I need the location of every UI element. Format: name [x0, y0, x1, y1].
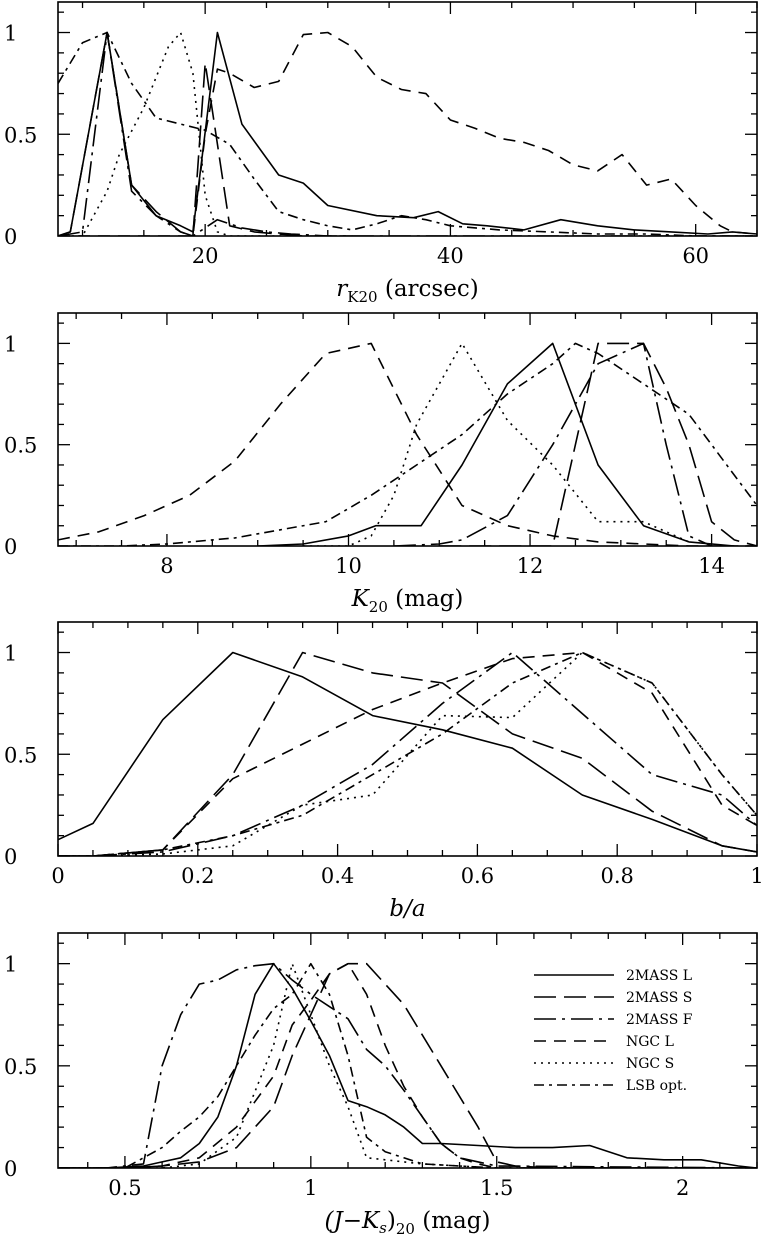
x-axis-label-subscript: s [379, 1219, 387, 1237]
x-axis-label: (J−Ks)20 (mag) [325, 1208, 491, 1237]
legend: 2MASS L 2MASS S 2MASS F NGC L NGC S LSB opt. [534, 968, 693, 1094]
y-tick-label: 1 [4, 953, 17, 977]
series-line [58, 342, 757, 546]
legend-label: 2MASS L [626, 968, 692, 984]
x-tick-label: 8 [160, 554, 173, 578]
y-tick-label: 1 [4, 332, 17, 356]
x-tick-label: 1 [750, 864, 763, 888]
x-tick-label: 14 [698, 554, 725, 578]
x-axis-label-unit: (mag) [388, 586, 464, 612]
legend-label: NGC L [626, 1034, 674, 1050]
y-tick-label: 0.5 [4, 743, 37, 767]
plot-frame [57, 312, 758, 547]
panel-3: 0 0.2 0.4 0.6 0.8 1 0 0.5 1 b/a [4, 621, 764, 922]
x-axis-label-subscript: K20 [347, 288, 377, 306]
x-tick-label: 0.8 [600, 864, 633, 888]
series-line [58, 31, 757, 236]
x-axis-label: K20 (mag) [351, 586, 464, 616]
series-line [303, 342, 690, 546]
x-axis-label-main: b/a [389, 896, 425, 922]
x-tick-label: 1.5 [480, 1176, 513, 1200]
y-tick-label: 0.5 [4, 1055, 37, 1079]
plot-frame [57, 621, 758, 857]
series-line [58, 342, 757, 546]
series-line [257, 342, 735, 546]
panel-2: 8 10 12 14 0 0.5 1 K20 (mag) [4, 312, 758, 616]
series-line [58, 962, 757, 1168]
x-axis-label: b/a [389, 896, 425, 922]
y-tick-label: 0.5 [4, 123, 37, 147]
x-axis-label-main: r [336, 276, 349, 302]
y-tick-label: 0 [4, 845, 17, 869]
legend-label: 2MASS F [626, 1012, 693, 1028]
x-axis-label-main: (J−K [325, 1208, 381, 1234]
legend-label: 2MASS S [626, 990, 692, 1006]
series-line [58, 31, 757, 236]
x-tick-label: 60 [682, 244, 709, 268]
series-line [58, 962, 757, 1168]
x-axis-label-main: K [351, 586, 371, 612]
x-tick-label: 12 [517, 554, 544, 578]
y-tick-label: 0 [4, 1157, 17, 1181]
x-tick-label: 0 [51, 864, 64, 888]
x-axis-label-unit: (arcsec) [378, 276, 479, 302]
y-tick-label: 0 [4, 225, 17, 249]
x-tick-label: 0.5 [108, 1176, 141, 1200]
series-line [58, 651, 757, 853]
y-tick-label: 0.5 [4, 434, 37, 458]
x-tick-label: 0.4 [321, 864, 354, 888]
panel-4: 0.5 1 1.5 200.51(J−Ks)20 (mag)2MASS L2MASS … [4, 932, 758, 1237]
series-line [58, 962, 757, 1168]
series-line [58, 651, 757, 856]
x-tick-label: 0.6 [461, 864, 494, 888]
y-tick-label: 1 [4, 22, 17, 46]
plot-frame [57, 1, 758, 237]
series-line [58, 962, 757, 1168]
x-axis-label-paren: ) [387, 1208, 396, 1234]
y-tick-label: 1 [4, 642, 17, 666]
plot-frame [57, 932, 758, 1169]
x-tick-label: 2 [676, 1176, 689, 1200]
x-axis-label-unit: (mag) [415, 1208, 491, 1234]
series-line [58, 31, 757, 236]
legend-label: NGC S [626, 1056, 674, 1072]
legend-label: LSB opt. [626, 1078, 687, 1094]
x-tick-label: 0.2 [181, 864, 214, 888]
x-tick-label: 40 [437, 244, 464, 268]
x-tick-label: 1 [304, 1176, 317, 1200]
x-axis-label-subscript: 20 [396, 1220, 415, 1237]
y-tick-label: 0 [4, 535, 17, 559]
series-line [58, 651, 757, 856]
series-line [393, 342, 712, 546]
series-line [439, 342, 757, 546]
series-line [58, 651, 757, 856]
x-tick-label: 20 [192, 244, 219, 268]
x-axis-label-subscript: 20 [369, 598, 388, 616]
series-line [58, 31, 757, 236]
x-tick-label: 10 [335, 554, 362, 578]
panel-1: 20 40 60 0 0.5 1 rK20 (arcsec) [4, 1, 758, 306]
x-axis-label: rK20 (arcsec) [336, 276, 478, 306]
